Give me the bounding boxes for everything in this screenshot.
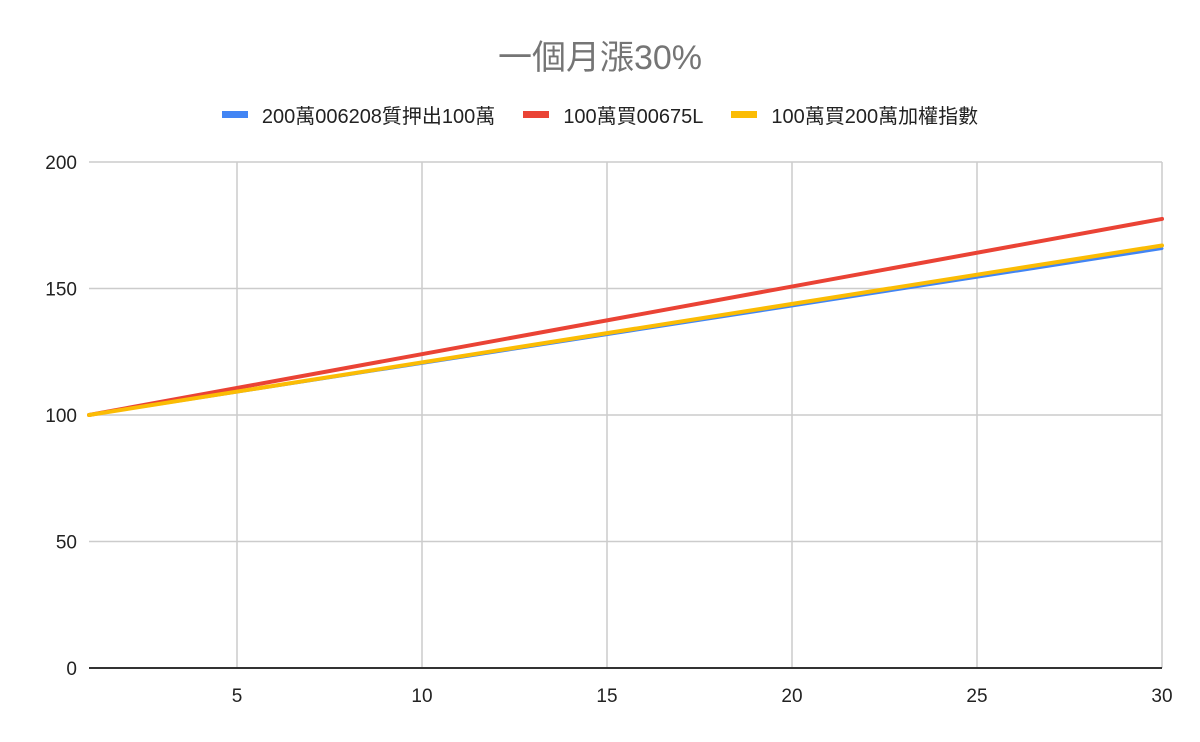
legend-item-red: 100萬買00675L <box>523 100 703 129</box>
y-tick-label: 50 <box>56 533 77 554</box>
legend-label: 100萬買200萬加權指數 <box>771 106 979 128</box>
x-tick-label: 25 <box>966 686 987 707</box>
series-line-2 <box>87 243 1164 417</box>
legend: 200萬006208質押出100萬 100萬買00675L 100萬買200萬加… <box>0 100 1200 129</box>
x-tick-label: 30 <box>1151 686 1172 707</box>
x-tick-label: 5 <box>232 686 243 707</box>
legend-item-yellow: 100萬買200萬加權指數 <box>731 100 978 129</box>
legend-label: 200萬006208質押出100萬 <box>261 106 496 128</box>
x-tick-label: 15 <box>596 686 617 707</box>
y-tick-label: 150 <box>45 280 77 301</box>
legend-label: 100萬買00675L <box>563 106 704 128</box>
chart-title: 一個月漲30% <box>497 39 703 77</box>
x-tick-label: 20 <box>781 686 802 707</box>
y-tick-label: 100 <box>45 406 77 427</box>
x-tick-label: 10 <box>411 686 432 707</box>
legend-item-blue: 200萬006208質押出100萬 <box>221 100 496 129</box>
series-line-1 <box>87 216 1164 417</box>
legend-swatch-red <box>523 111 550 118</box>
y-tick-label: 200 <box>45 153 77 174</box>
y-tick-label: 0 <box>66 659 77 680</box>
legend-swatch-blue <box>221 111 248 118</box>
legend-swatch-yellow <box>731 111 758 118</box>
